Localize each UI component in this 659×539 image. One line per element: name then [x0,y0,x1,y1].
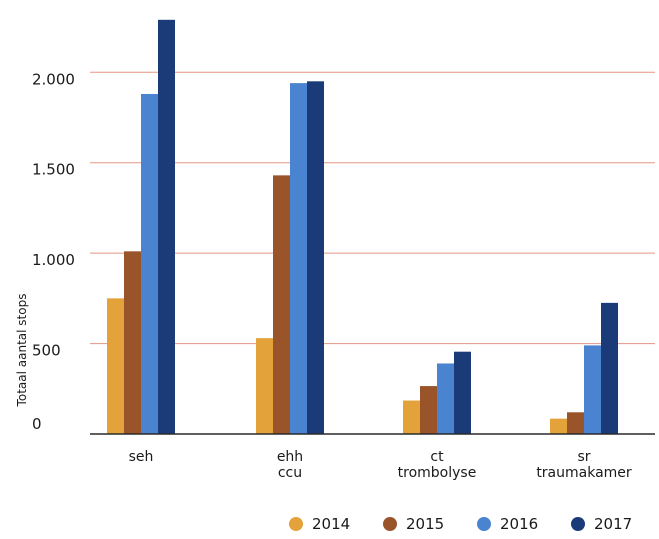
y-tick-label: 0 [32,415,42,433]
bar-2016-sr-traumakamer [584,345,601,434]
category-label: seh [129,449,154,465]
legend-label: 2016 [500,515,538,533]
legend-swatch [571,517,585,531]
legend-swatch [383,517,397,531]
legend-label: 2015 [406,515,444,533]
y-tick-label: 500 [32,342,61,360]
bar-2016-ct-trombolyse [437,363,454,434]
bar-2017-seh [158,19,175,435]
bar-2014-ct-trombolyse [403,400,420,434]
bar-2014-ehh-ccu [256,338,273,434]
bar-2017-ct-trombolyse [454,351,471,434]
category-label: ehh [277,449,303,465]
legend-item-2014: 2014 [289,515,350,533]
bar-2015-sr-traumakamer [567,412,584,434]
category-label: sr [577,449,590,465]
legend-item-2016: 2016 [477,515,538,533]
category-label: trombolyse [398,465,477,481]
legend-swatch [477,517,491,531]
legend-item-2015: 2015 [383,515,444,533]
bar-2014-seh [107,298,124,434]
bar-2014-sr-traumakamer [550,418,567,434]
bar-2017-sr-traumakamer [601,302,618,434]
grid-lines [90,71,655,345]
bar-2015-ehh-ccu [273,175,290,435]
bar-2016-ehh-ccu [290,83,307,435]
category-label: traumakamer [536,465,632,481]
y-tick-label: 2.000 [32,70,75,88]
category-label: ccu [278,465,302,481]
y-tick-label: 1.500 [32,161,75,179]
category-label: ct [430,449,444,465]
y-tick-labels: 0 500 1.000 1.500 2.000 [32,70,75,433]
legend-label: 2014 [312,515,350,533]
bar-2015-seh [124,251,141,434]
legend: 2014 2015 2016 2017 [289,515,632,533]
legend-swatch [289,517,303,531]
bars [107,19,618,435]
legend-item-2017: 2017 [571,515,632,533]
y-axis-label: Totaal aantal stops [15,294,29,408]
bar-2016-seh [141,93,158,435]
y-tick-label: 1.000 [32,251,75,269]
legend-label: 2017 [594,515,632,533]
bar-2017-ehh-ccu [307,81,324,434]
bar-2015-ct-trombolyse [420,386,437,434]
